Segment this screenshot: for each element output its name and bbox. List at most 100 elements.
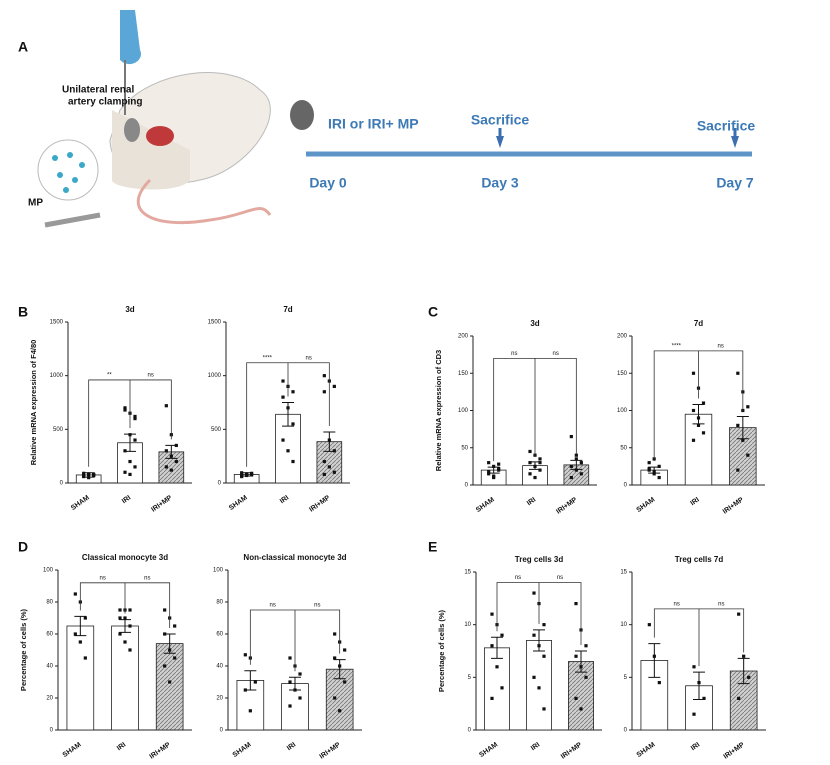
data-point (343, 648, 347, 652)
data-point (118, 616, 122, 620)
data-point (164, 404, 168, 408)
glove (120, 10, 141, 65)
y-tick-label: 0 (50, 728, 54, 734)
data-point (652, 469, 656, 474)
chart-title: Non-classical monocyte 3d (243, 553, 346, 562)
data-point (128, 433, 132, 437)
data-point (542, 623, 546, 627)
error-bar (533, 629, 545, 652)
significance-label: ns (552, 351, 558, 357)
data-point (128, 608, 132, 612)
panel-label: E (428, 539, 437, 555)
y-tick-label: 5 (468, 675, 472, 681)
x-tick-label: SHAM (70, 494, 91, 512)
significance-label: ns (144, 575, 150, 581)
data-point (291, 459, 295, 464)
data-point (240, 474, 244, 479)
data-point (657, 681, 661, 685)
significance-label: ns (511, 351, 517, 357)
data-point (240, 471, 244, 475)
y-tick-label: 20 (46, 696, 53, 702)
data-point (78, 640, 82, 644)
x-tick-label: SHAM (475, 496, 496, 514)
y-tick-label: 40 (216, 664, 223, 670)
data-point (169, 468, 173, 472)
data-point (322, 374, 326, 378)
y-tick-label: 1000 (50, 373, 64, 379)
data-point (574, 457, 578, 461)
syringe (44, 212, 101, 228)
data-point (133, 465, 137, 469)
data-point (490, 696, 494, 700)
y-tick-label: 100 (617, 408, 628, 414)
data-point (652, 654, 656, 658)
data-point (701, 401, 706, 405)
data-point (492, 464, 496, 468)
data-point (164, 449, 168, 453)
data-point (253, 680, 257, 684)
x-tick-label: SHAM (228, 494, 249, 512)
data-point (133, 438, 137, 442)
data-point (492, 474, 496, 478)
x-tick-label: IRI+MP (555, 496, 579, 515)
chart-title: 3d (125, 305, 134, 314)
y-tick-label: 15 (620, 570, 627, 576)
y-tick-label: 80 (216, 600, 223, 606)
data-point (243, 688, 247, 692)
data-point (293, 688, 297, 692)
data-point (538, 461, 542, 465)
data-point (118, 632, 122, 636)
chart-title: 7d (283, 305, 292, 314)
data-point (647, 623, 651, 627)
data-point (647, 467, 651, 471)
data-point (250, 471, 254, 475)
mp-label: MP (28, 198, 43, 209)
y-tick-label: 500 (211, 427, 222, 433)
data-point (128, 624, 132, 628)
data-point (322, 459, 326, 464)
data-point (281, 379, 285, 383)
bar (155, 643, 184, 731)
data-point (691, 371, 696, 375)
data-point (87, 472, 91, 476)
significance-label: ns (557, 575, 563, 581)
bar (568, 661, 595, 731)
x-tick-label: SHAM (232, 741, 253, 759)
data-point (245, 473, 249, 478)
data-point (574, 654, 578, 658)
data-point (123, 616, 127, 620)
significance-label: ns (99, 575, 105, 581)
x-tick-label: SHAM (636, 741, 657, 759)
data-point (332, 449, 336, 453)
y-axis-label: Relative mRNA expression of CD3 (434, 350, 443, 471)
data-point (657, 464, 661, 468)
data-point (579, 707, 583, 711)
x-tick-label: IRI (279, 494, 290, 505)
data-point (168, 680, 172, 684)
significance-label: ns (314, 603, 320, 609)
significance-bracket (493, 357, 577, 462)
error-bar (648, 643, 661, 678)
panel-a: A Unilateral renal artery clamping MP IR… (18, 10, 755, 228)
data-point (73, 632, 77, 636)
data-point (500, 633, 504, 637)
data-point (163, 632, 167, 636)
y-tick-label: 150 (458, 371, 469, 377)
data-point (737, 696, 741, 700)
y-tick-label: 5 (624, 675, 628, 681)
data-point (169, 454, 173, 458)
clamp-label: artery clamping (68, 97, 142, 108)
significance-bracket (496, 582, 582, 645)
x-tick-label: IRI (690, 741, 701, 752)
significance-bracket (246, 362, 330, 467)
y-tick-label: 40 (46, 664, 53, 670)
data-point (647, 461, 651, 465)
bar (526, 640, 553, 731)
data-point (173, 656, 177, 660)
y-tick-label: 0 (624, 728, 628, 734)
arrows (496, 136, 739, 148)
y-tick-label: 0 (468, 728, 472, 734)
y-tick-label: 1000 (208, 373, 222, 379)
significance-label: ns (673, 601, 679, 607)
